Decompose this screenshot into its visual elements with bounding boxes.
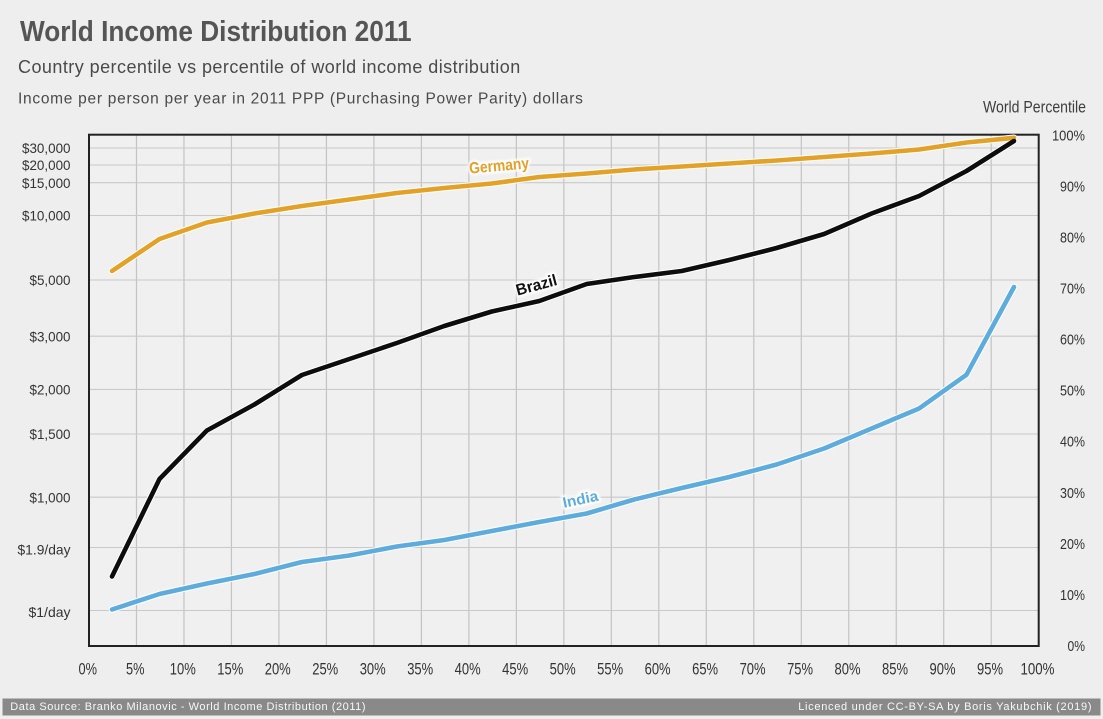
svg-text:$5,000: $5,000 xyxy=(30,272,71,288)
svg-text:$1.9/day: $1.9/day xyxy=(18,541,71,557)
svg-text:15%: 15% xyxy=(217,660,243,678)
svg-text:20%: 20% xyxy=(265,660,291,678)
svg-text:70%: 70% xyxy=(1060,281,1085,298)
svg-text:70%: 70% xyxy=(740,660,766,678)
svg-text:$1/day: $1/day xyxy=(29,604,71,620)
svg-text:60%: 60% xyxy=(645,660,671,678)
svg-text:60%: 60% xyxy=(1060,332,1085,349)
svg-text:Licenced under CC-BY-SA by Bor: Licenced under CC-BY-SA by Boris Yakubch… xyxy=(798,701,1092,713)
svg-text:50%: 50% xyxy=(1060,383,1085,400)
svg-text:30%: 30% xyxy=(360,660,386,678)
svg-text:95%: 95% xyxy=(977,660,1003,678)
svg-text:10%: 10% xyxy=(170,660,196,678)
svg-text:90%: 90% xyxy=(1060,178,1085,195)
svg-text:World Income Distribution 2011: World Income Distribution 2011 xyxy=(20,15,412,48)
svg-text:65%: 65% xyxy=(692,660,718,678)
svg-text:$15,000: $15,000 xyxy=(22,175,71,191)
svg-text:0%: 0% xyxy=(1068,638,1086,655)
svg-text:Data Source: Branko Milanovic: Data Source: Branko Milanovic - World In… xyxy=(10,701,366,713)
svg-text:$1,500: $1,500 xyxy=(30,426,71,442)
svg-text:40%: 40% xyxy=(1060,434,1085,451)
svg-text:45%: 45% xyxy=(502,660,528,678)
svg-text:80%: 80% xyxy=(1060,229,1085,246)
svg-text:$3,000: $3,000 xyxy=(30,328,71,344)
svg-text:40%: 40% xyxy=(455,660,481,678)
svg-text:0%: 0% xyxy=(79,660,98,678)
svg-text:5%: 5% xyxy=(126,660,145,678)
svg-text:100%: 100% xyxy=(1052,127,1085,144)
svg-text:$20,000: $20,000 xyxy=(22,157,71,173)
svg-text:90%: 90% xyxy=(930,660,956,678)
svg-text:80%: 80% xyxy=(835,660,861,678)
svg-text:75%: 75% xyxy=(787,660,813,678)
svg-text:Country percentile vs percenti: Country percentile vs percentile of worl… xyxy=(18,57,521,77)
svg-text:35%: 35% xyxy=(407,660,433,678)
svg-text:$2,000: $2,000 xyxy=(30,382,71,398)
svg-text:World Percentile: World Percentile xyxy=(983,98,1086,117)
svg-text:30%: 30% xyxy=(1060,485,1085,502)
svg-text:$30,000: $30,000 xyxy=(22,140,71,156)
svg-text:55%: 55% xyxy=(597,660,623,678)
svg-text:100%: 100% xyxy=(1021,660,1055,678)
svg-text:$1,000: $1,000 xyxy=(30,489,71,505)
svg-text:20%: 20% xyxy=(1060,536,1085,553)
svg-text:Germany: Germany xyxy=(468,155,529,177)
svg-text:10%: 10% xyxy=(1060,587,1085,604)
svg-text:25%: 25% xyxy=(312,660,338,678)
svg-text:Income per person per year in: Income per person per year in 2011 PPP (… xyxy=(18,90,584,107)
svg-text:85%: 85% xyxy=(882,660,908,678)
svg-text:$10,000: $10,000 xyxy=(22,208,71,224)
svg-text:50%: 50% xyxy=(550,660,576,678)
